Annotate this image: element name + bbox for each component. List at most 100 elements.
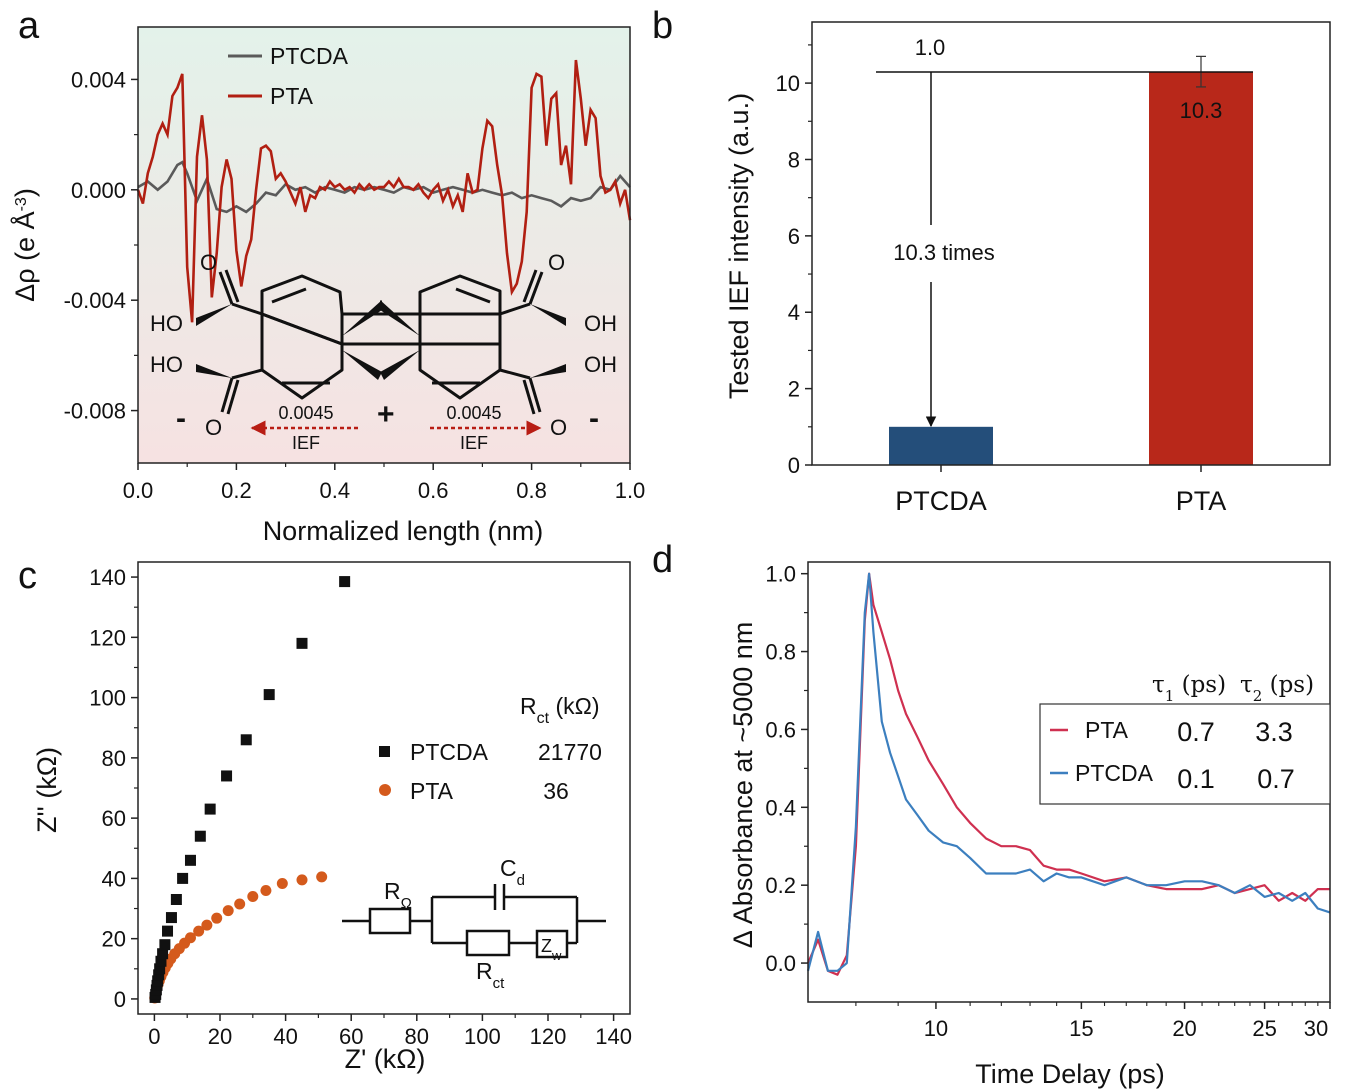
axis-ticks: 0.004 0.000 -0.004 -0.008 0.0 0.2 0.4 0.6 0.8 1.0 bbox=[64, 67, 646, 503]
x-tick-label: 20 bbox=[208, 1024, 232, 1049]
legend-value-ptcda: 21770 bbox=[538, 739, 602, 765]
x-tick-label: 0.2 bbox=[221, 478, 252, 503]
panel-letter-c: c bbox=[18, 555, 37, 597]
legend-tau1-pta: 0.7 bbox=[1177, 717, 1215, 747]
y-tick-label: 100 bbox=[89, 686, 126, 711]
bar-ptcda bbox=[889, 426, 993, 465]
plot-background bbox=[138, 27, 630, 463]
y-axis-title: Δρ (e Å-3) bbox=[9, 188, 40, 302]
x-tick-label: 100 bbox=[464, 1024, 501, 1049]
point-pta bbox=[247, 890, 259, 902]
y-tick-label: 0.6 bbox=[765, 717, 796, 742]
y-tick-label: 0 bbox=[788, 453, 800, 478]
panel-letter-d: d bbox=[652, 539, 673, 581]
charge-plus-center: + bbox=[377, 398, 395, 431]
y-tick-label: 0.000 bbox=[71, 178, 126, 203]
x-tick-label: 0.4 bbox=[320, 478, 351, 503]
point-ptcda bbox=[152, 975, 164, 987]
legend-marker-pta bbox=[379, 784, 391, 796]
x-tick-label: 60 bbox=[339, 1024, 363, 1049]
charge-minus-right: - bbox=[589, 402, 599, 435]
x-tick-label: 0 bbox=[148, 1024, 160, 1049]
point-ptcda bbox=[170, 893, 182, 905]
point-ptcda bbox=[194, 830, 206, 842]
y-axis-title: Δ Absorbance at ~5000 nm bbox=[728, 622, 758, 949]
legend-value-pta: 36 bbox=[543, 778, 569, 804]
legend-tau1-ptcda: 0.1 bbox=[1177, 764, 1215, 794]
point-ptcda bbox=[157, 948, 169, 960]
point-ptcda bbox=[154, 963, 166, 975]
point-ptcda bbox=[221, 770, 233, 782]
point-ptcda bbox=[339, 576, 351, 588]
y-tick-label: 1.0 bbox=[765, 562, 796, 587]
panel-letter-b: b bbox=[652, 5, 673, 47]
x-tick-label: 80 bbox=[405, 1024, 429, 1049]
panel-a: a 0.004 0.000 -0.004 -0.008 0.0 0.2 0.4 0.6 0.8 1… bbox=[9, 5, 645, 546]
y-tick-label: 80 bbox=[102, 746, 126, 771]
x-tick-label: 0.8 bbox=[516, 478, 547, 503]
y-tick-label: 140 bbox=[89, 565, 126, 590]
point-ptcda bbox=[263, 689, 275, 701]
ief-value-right: 0.0045 bbox=[446, 403, 501, 423]
y-tick-label: 40 bbox=[102, 866, 126, 891]
legend-name-pta: PTA bbox=[410, 778, 454, 804]
x-tick-label: 20 bbox=[1172, 1016, 1196, 1041]
category-label-ptcda: PTCDA bbox=[895, 486, 987, 516]
legend-tau2-ptcda: 0.7 bbox=[1257, 764, 1295, 794]
y-tick-label: -0.004 bbox=[64, 288, 126, 313]
tau2-header: τ2 (ps) bbox=[1240, 672, 1314, 705]
scatter-points bbox=[149, 576, 351, 1004]
circuit-label-r-omega: RΩ bbox=[384, 878, 412, 912]
y-tick-label: 0.8 bbox=[765, 640, 796, 665]
point-ptcda bbox=[204, 803, 216, 815]
point-ptcda bbox=[162, 925, 174, 937]
x-axis-title: Normalized length (nm) bbox=[263, 516, 544, 546]
y-tick-label: 6 bbox=[788, 224, 800, 249]
bar-pta bbox=[1149, 71, 1253, 466]
atom-ho-left-top: HO bbox=[150, 311, 183, 336]
legend-tau2-pta: 3.3 bbox=[1255, 717, 1293, 747]
category-label-pta: PTA bbox=[1176, 486, 1227, 516]
legend-header: Rct (kΩ) bbox=[520, 693, 599, 727]
axis-ticks: 0.0 0.2 0.4 0.6 0.8 1.0 10 15 20 25 30 bbox=[765, 562, 1331, 1041]
legend-name-ptcda: PTCDA bbox=[410, 739, 489, 765]
x-tick-label: 140 bbox=[595, 1024, 632, 1049]
ratio-label: 10.3 times bbox=[893, 240, 995, 265]
y-axis-title: Tested IEF intensity (a.u.) bbox=[724, 93, 754, 399]
point-pta bbox=[276, 878, 288, 890]
ref-value-label: 1.0 bbox=[915, 35, 946, 60]
ief-label-left: IEF bbox=[292, 433, 320, 453]
y-axis-title: Z'' (kΩ) bbox=[32, 747, 62, 833]
legend-marker-ptcda bbox=[379, 746, 390, 757]
x-tick-label: 10 bbox=[924, 1016, 948, 1041]
line-ptcda bbox=[806, 572, 1331, 972]
y-tick-label: 2 bbox=[788, 377, 800, 402]
x-tick-label: 30 bbox=[1304, 1016, 1328, 1041]
atom-o-bottom-left: O bbox=[205, 415, 222, 440]
axis-ticks: 0 2 4 6 8 10 bbox=[776, 44, 1202, 478]
panel-b: b 0 2 4 6 8 10 1.0 10.3 times 10.3 Tested IEF… bbox=[652, 5, 1331, 516]
legend-label-pta: PTA bbox=[270, 83, 314, 109]
point-ptcda bbox=[184, 854, 196, 866]
charge-minus-left: - bbox=[176, 402, 186, 435]
x-tick-label: 25 bbox=[1252, 1016, 1276, 1041]
point-ptcda bbox=[153, 969, 165, 981]
line-pta bbox=[136, 59, 632, 323]
y-tick-label: -0.008 bbox=[64, 399, 126, 424]
tau1-header: τ1 (ps) bbox=[1152, 672, 1226, 705]
plot-frame bbox=[811, 21, 1331, 466]
point-pta bbox=[211, 912, 223, 924]
atom-o-top-right: O bbox=[548, 250, 565, 275]
bar-marks bbox=[889, 55, 1253, 466]
legend-name-ptcda: PTCDA bbox=[1075, 760, 1154, 786]
point-pta bbox=[184, 932, 196, 944]
atom-o-bottom-right: O bbox=[550, 415, 567, 440]
point-pta bbox=[296, 874, 308, 886]
point-pta bbox=[193, 925, 205, 937]
point-pta bbox=[316, 871, 328, 883]
point-ptcda bbox=[240, 734, 252, 746]
axis-ticks: 00 20 20 40 40 60 60 80 80 100 100 120 120 140 140 bbox=[89, 565, 632, 1049]
y-tick-label: 0.004 bbox=[71, 67, 126, 92]
ief-value-left: 0.0045 bbox=[278, 403, 333, 423]
